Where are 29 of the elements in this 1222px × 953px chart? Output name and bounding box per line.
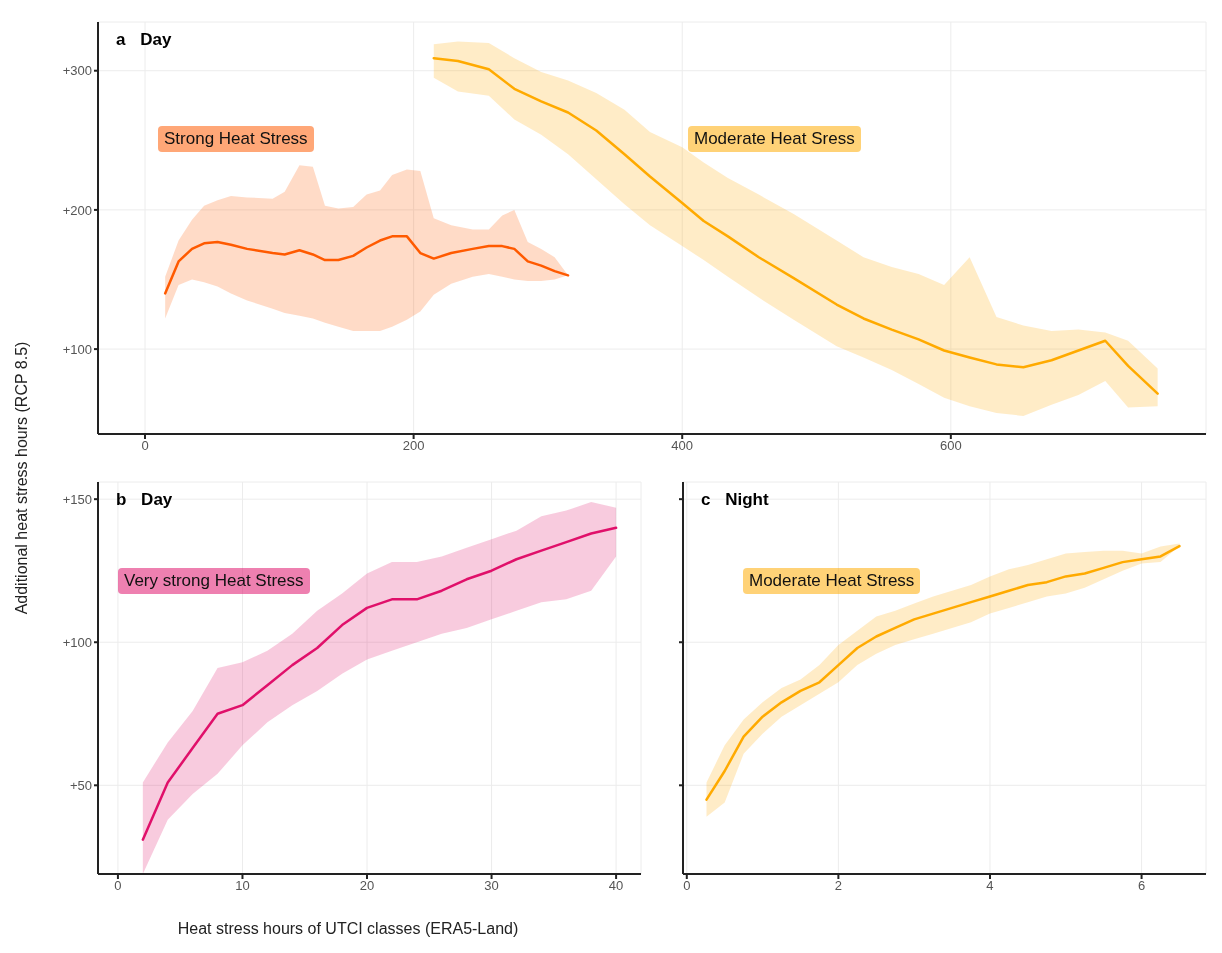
- y-axis-title: Additional heat stress hours (RCP 8.5): [13, 341, 31, 615]
- x-tick-label: 4: [986, 878, 994, 894]
- y-tick-label: +200: [62, 202, 92, 218]
- y-tick-label: +50: [69, 777, 92, 793]
- x-tick-label: 30: [484, 878, 499, 894]
- text: a Day: [116, 30, 172, 50]
- y-tick-label: +100: [62, 634, 92, 650]
- y-tick-label: +100: [62, 341, 92, 357]
- x-tick-label: 0: [683, 878, 691, 894]
- x-tick-label: 0: [141, 438, 149, 454]
- x-tick-label: 40: [608, 878, 624, 894]
- text: Very strong Heat Stress: [118, 568, 310, 594]
- text: c Night: [701, 490, 769, 510]
- text: Moderate Heat Sress: [688, 126, 861, 152]
- x-tick-label: 20: [359, 878, 375, 894]
- text: b Day: [116, 490, 173, 510]
- line-series: [163, 235, 570, 295]
- y-tick-label: +150: [62, 491, 92, 507]
- text: Strong Heat Stress: [158, 126, 314, 152]
- x-tick-label: 0: [114, 878, 122, 894]
- x-tick-label: 400: [671, 438, 694, 454]
- series-label: Moderate Heat Stress: [743, 568, 921, 594]
- x-axis-title: Heat stress hours of UTCI classes (ERA5-Land): [177, 920, 519, 938]
- x-tick-label: 600: [939, 438, 962, 454]
- y-tick-label: +300: [62, 63, 92, 79]
- x-tick-label: 200: [402, 438, 425, 454]
- x-tick-label: 2: [834, 878, 842, 894]
- x-tick-label: 10: [235, 878, 250, 894]
- x-tick-label: 6: [1137, 878, 1146, 894]
